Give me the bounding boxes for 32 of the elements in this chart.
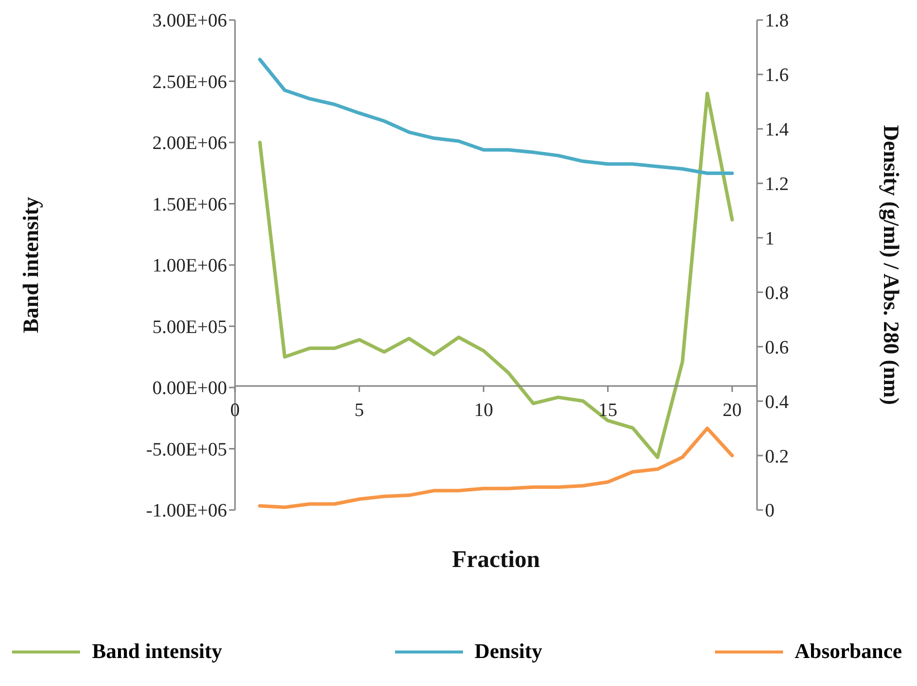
x-tick-label: 0 [230,400,240,421]
line-series [258,58,734,176]
y2-axis-title: Density (g/ml) / Abs. 280 (nm) [879,125,904,405]
y-tick-label: 2.00E+06 [152,133,227,154]
y-tick-label: 5.00E+05 [152,316,227,338]
y2-tick-label: 0.8 [765,282,789,304]
y2-tick-label: 1.8 [765,10,789,32]
line-series [258,426,734,510]
legend-label: Density [474,639,542,664]
y2-tick-label: 1 [765,228,774,250]
y2-tick-label: 1.2 [765,174,789,196]
y2-tick-label: 0.4 [765,392,790,413]
y-tick-label: 2.50E+06 [152,72,227,93]
y-tick-label: 1.00E+06 [152,256,227,277]
y2-tick-label: 0.6 [765,337,789,358]
y-tick-label: 3.00E+06 [152,10,227,32]
legend-label: Band intensity [92,639,222,664]
y-tick-label: -5.00E+05 [146,439,227,460]
x-tick-label: 10 [474,400,494,421]
y-axis-title: Band intensity [18,196,43,334]
y2-tick-label: 0 [765,500,774,522]
x-tick-label: 5 [354,400,364,421]
y2-tick-label: 0.2 [765,446,789,468]
x-tick-label: 15 [598,400,618,421]
x-axis-title: Fraction [452,547,540,574]
y2-tick-label: 1.6 [765,65,789,86]
y-tick-label: -1.00E+06 [146,500,227,522]
y-tick-label: 1.50E+06 [152,194,227,216]
legend-label: Absorbance [794,639,902,664]
x-tick-label: 20 [722,400,742,421]
y-tick-label: 0.00E+00 [152,378,227,400]
y2-tick-label: 1.4 [765,120,790,141]
